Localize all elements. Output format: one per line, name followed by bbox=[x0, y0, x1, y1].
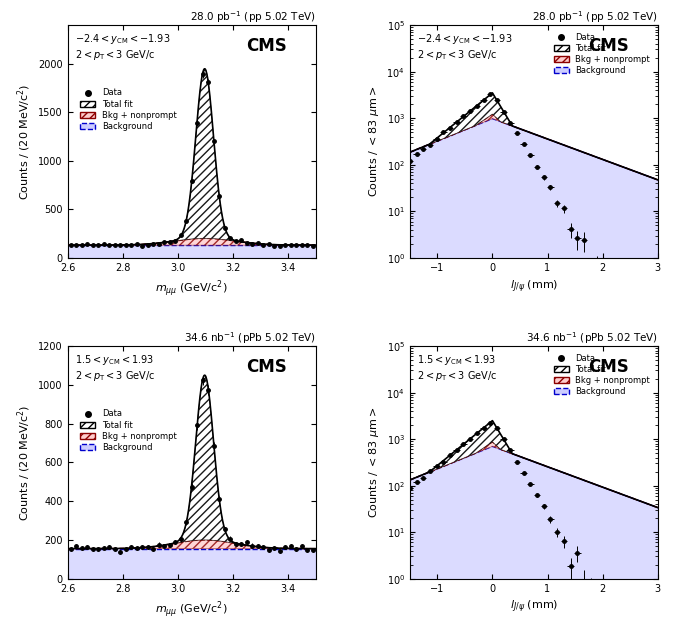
Text: 34.6 nb$^{-1}$ (pPb 5.02 TeV): 34.6 nb$^{-1}$ (pPb 5.02 TeV) bbox=[525, 330, 658, 346]
Y-axis label: Counts / (20 MeV/c$^2$): Counts / (20 MeV/c$^2$) bbox=[15, 83, 33, 199]
Legend: Data, Total fit, Bkg + nonprompt, Background: Data, Total fit, Bkg + nonprompt, Backgr… bbox=[77, 406, 180, 455]
Text: $2 < p_{\rm T} < 3$ GeV/c: $2 < p_{\rm T} < 3$ GeV/c bbox=[417, 369, 498, 383]
Text: $-2.4 < y_{\rm CM} < -1.93$: $-2.4 < y_{\rm CM} < -1.93$ bbox=[417, 32, 513, 46]
Text: 28.0 pb$^{-1}$ (pp 5.02 TeV): 28.0 pb$^{-1}$ (pp 5.02 TeV) bbox=[190, 9, 316, 25]
Text: 28.0 pb$^{-1}$ (pp 5.02 TeV): 28.0 pb$^{-1}$ (pp 5.02 TeV) bbox=[532, 9, 658, 25]
Y-axis label: Counts / (20 MeV/c$^2$): Counts / (20 MeV/c$^2$) bbox=[15, 404, 33, 521]
Text: 34.6 nb$^{-1}$ (pPb 5.02 TeV): 34.6 nb$^{-1}$ (pPb 5.02 TeV) bbox=[184, 330, 316, 346]
Text: $-2.4 < y_{\rm CM} < -1.93$: $-2.4 < y_{\rm CM} < -1.93$ bbox=[75, 32, 171, 46]
Text: $1.5 < y_{\rm CM} < 1.93$: $1.5 < y_{\rm CM} < 1.93$ bbox=[75, 353, 155, 367]
Text: $2 < p_{\rm T} < 3$ GeV/c: $2 < p_{\rm T} < 3$ GeV/c bbox=[417, 48, 498, 62]
Legend: Data, Total fit, Bkg + nonprompt, Background: Data, Total fit, Bkg + nonprompt, Backgr… bbox=[77, 85, 180, 134]
Text: CMS: CMS bbox=[246, 358, 287, 376]
Text: $2 < p_{\rm T} < 3$ GeV/c: $2 < p_{\rm T} < 3$ GeV/c bbox=[75, 369, 155, 383]
Legend: Data, Total fit, Bkg + nonprompt, Background: Data, Total fit, Bkg + nonprompt, Backgr… bbox=[551, 350, 654, 399]
Text: $2 < p_{\rm T} < 3$ GeV/c: $2 < p_{\rm T} < 3$ GeV/c bbox=[75, 48, 155, 62]
Y-axis label: Counts / $<$83 $\mu$m$>$: Counts / $<$83 $\mu$m$>$ bbox=[367, 407, 381, 518]
X-axis label: $m_{\mu\mu}$ (GeV/c$^2$): $m_{\mu\mu}$ (GeV/c$^2$) bbox=[155, 599, 228, 620]
Y-axis label: Counts / $<$83 $\mu$m$>$: Counts / $<$83 $\mu$m$>$ bbox=[367, 86, 381, 197]
Text: $1.5 < y_{\rm CM} < 1.93$: $1.5 < y_{\rm CM} < 1.93$ bbox=[417, 353, 496, 367]
Text: CMS: CMS bbox=[589, 358, 629, 376]
X-axis label: $m_{\mu\mu}$ (GeV/c$^2$): $m_{\mu\mu}$ (GeV/c$^2$) bbox=[155, 278, 228, 299]
X-axis label: $l_{J/\psi}$ (mm): $l_{J/\psi}$ (mm) bbox=[510, 599, 558, 616]
Text: CMS: CMS bbox=[589, 36, 629, 55]
X-axis label: $l_{J/\psi}$ (mm): $l_{J/\psi}$ (mm) bbox=[510, 278, 558, 294]
Text: CMS: CMS bbox=[246, 36, 287, 55]
Legend: Data, Total fit, Bkg + nonprompt, Background: Data, Total fit, Bkg + nonprompt, Backgr… bbox=[551, 30, 654, 78]
